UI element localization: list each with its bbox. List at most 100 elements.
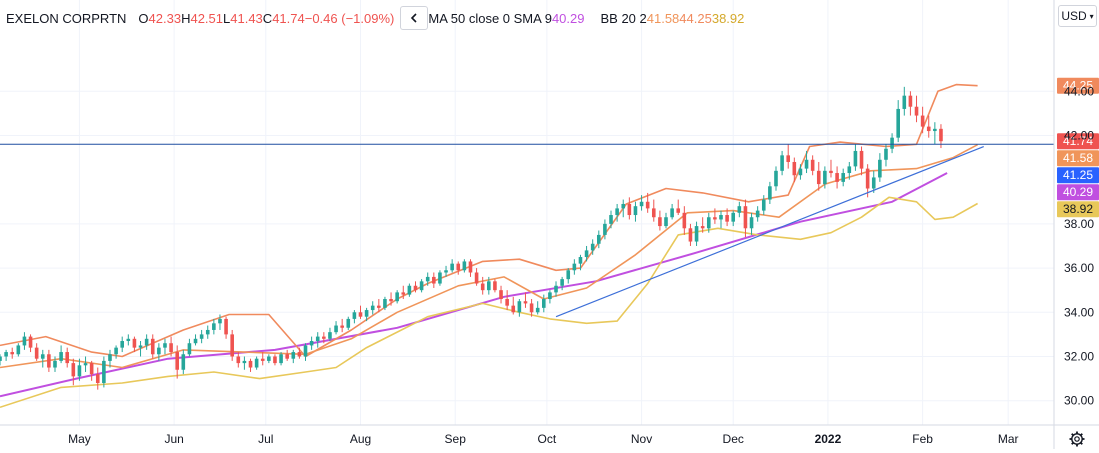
y-tick-label: 32.00 bbox=[1064, 349, 1094, 363]
bb-upper-value: 44.25 bbox=[679, 10, 712, 26]
candle-body bbox=[83, 363, 88, 366]
candle-body bbox=[22, 336, 27, 346]
price-badge-label: 44.25 bbox=[1063, 79, 1093, 93]
candle-body bbox=[865, 168, 870, 189]
candle-body bbox=[761, 199, 766, 211]
price-badge bbox=[1057, 184, 1099, 201]
candle-body bbox=[199, 334, 204, 339]
candle-body bbox=[163, 343, 167, 348]
candle-body bbox=[645, 201, 650, 209]
bb-basis-line bbox=[0, 143, 978, 369]
bb-basis-value: 41.58 bbox=[646, 10, 680, 26]
price-badge bbox=[1057, 77, 1099, 94]
price-badge-label: 40.29 bbox=[1063, 185, 1093, 199]
candle-body bbox=[890, 137, 894, 149]
open-value: 42.33 bbox=[148, 10, 182, 26]
candle-body bbox=[89, 363, 94, 375]
candle-body bbox=[273, 356, 277, 364]
candle-body bbox=[847, 166, 852, 174]
candle-body bbox=[835, 173, 839, 182]
candle-body bbox=[908, 95, 913, 107]
candle-body bbox=[120, 341, 125, 348]
candle-body bbox=[144, 338, 149, 346]
candle-body bbox=[774, 170, 778, 187]
candle-body bbox=[590, 243, 595, 251]
symbol-name[interactable]: EXELON CORPRTN bbox=[6, 10, 127, 26]
candle-body bbox=[621, 203, 626, 209]
candle-body bbox=[926, 126, 931, 132]
x-tick-label: Dec bbox=[723, 432, 744, 446]
candle-body bbox=[939, 128, 943, 142]
candle-body bbox=[364, 310, 369, 317]
x-tick-label: May bbox=[68, 432, 91, 446]
candle-body bbox=[340, 325, 344, 328]
candle-body bbox=[187, 343, 192, 355]
candle-body bbox=[352, 312, 357, 319]
candle-body bbox=[218, 318, 222, 324]
candle-body bbox=[816, 170, 821, 185]
ma-indicator-label[interactable]: MA 50 close 0 SMA 9 bbox=[428, 10, 552, 26]
candle-body bbox=[254, 358, 259, 368]
candle-body bbox=[920, 115, 925, 127]
x-tick-label: Mar bbox=[998, 432, 1019, 446]
settings-button[interactable] bbox=[1068, 430, 1086, 448]
candle-body bbox=[694, 226, 699, 242]
candle-body bbox=[242, 360, 247, 364]
bb-indicator-label[interactable]: BB 20 2 bbox=[600, 10, 647, 26]
candle-body bbox=[205, 329, 210, 335]
candle-body bbox=[792, 161, 797, 176]
candle-body bbox=[389, 299, 393, 302]
candle-body bbox=[419, 281, 424, 291]
currency-dropdown[interactable]: USD ▾ bbox=[1058, 5, 1097, 27]
x-tick-label: Nov bbox=[631, 432, 652, 446]
candle-body bbox=[596, 234, 601, 244]
candle-body bbox=[370, 305, 375, 311]
candle-body bbox=[303, 345, 308, 357]
bb-upper-line bbox=[0, 83, 978, 358]
candle-body bbox=[138, 345, 143, 348]
bb-lower-value: 38.92 bbox=[711, 10, 745, 26]
candle-body bbox=[175, 352, 179, 370]
candle-body bbox=[395, 292, 399, 302]
candle-body bbox=[230, 334, 234, 357]
candle-body bbox=[377, 305, 381, 308]
candle-body bbox=[755, 210, 760, 218]
candle-body bbox=[878, 159, 882, 178]
candle-body bbox=[0, 356, 2, 361]
candle-body bbox=[236, 356, 241, 364]
candle-body bbox=[902, 95, 907, 109]
candle-body bbox=[212, 323, 216, 330]
candle-body bbox=[291, 352, 296, 359]
candle-body bbox=[517, 301, 522, 313]
overlays: 44.25 41.74 41.58 41.25 40.29 38.92 bbox=[0, 77, 1099, 318]
candle-body bbox=[853, 150, 858, 167]
collapse-legend-button[interactable] bbox=[400, 6, 429, 30]
candle-body bbox=[713, 217, 717, 220]
candle-body bbox=[609, 215, 613, 224]
candle-body bbox=[786, 155, 791, 162]
candle-body bbox=[914, 106, 919, 116]
candle-body bbox=[95, 374, 100, 384]
candle-body bbox=[731, 212, 736, 222]
candle-body bbox=[193, 338, 198, 344]
close-value: 41.74 bbox=[272, 10, 305, 26]
candle-body bbox=[823, 170, 827, 185]
y-tick-label: 42.00 bbox=[1064, 128, 1094, 142]
high-value: 42.51 bbox=[190, 10, 224, 26]
grid bbox=[0, 0, 1054, 425]
y-tick-label: 44.00 bbox=[1064, 84, 1094, 98]
candle-body bbox=[77, 365, 82, 377]
price-badge bbox=[1057, 201, 1099, 218]
x-tick-label: Jul bbox=[258, 432, 273, 446]
price-badge-label: 38.92 bbox=[1063, 202, 1093, 216]
candle-body bbox=[432, 276, 436, 284]
x-tick-label: 2022 bbox=[815, 432, 842, 446]
candle-body bbox=[285, 354, 289, 359]
candle-body bbox=[493, 281, 497, 291]
candle-body bbox=[260, 358, 265, 361]
candle-body bbox=[53, 360, 57, 368]
y-tick-label: 34.00 bbox=[1064, 305, 1094, 319]
candle-body bbox=[315, 336, 320, 342]
